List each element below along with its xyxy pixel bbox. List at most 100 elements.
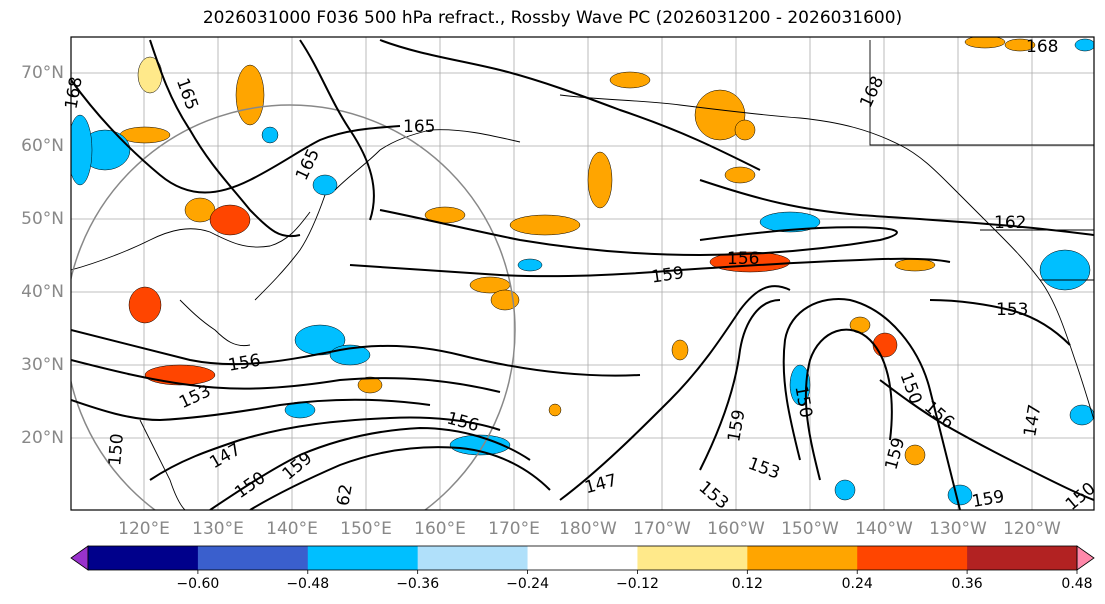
contour-159c: [699, 299, 781, 471]
lat-label-50: 50°N: [21, 209, 64, 229]
contour-147: [149, 416, 501, 481]
colorbar-tick-label: −0.36: [396, 576, 439, 592]
colorbar-bin: [307, 546, 419, 570]
shaded-region: [261, 126, 279, 144]
philippines-coast: [139, 419, 186, 510]
lon-label: 140°E: [266, 519, 318, 539]
contour-165c: [299, 39, 375, 221]
shaded-region: [357, 376, 383, 394]
kamchatka-coast: [334, 129, 521, 191]
shaded-region: [209, 204, 251, 236]
lon-label: 170°E: [488, 519, 540, 539]
lat-label-70: 70°N: [21, 63, 64, 83]
lon-label: 130°E: [192, 519, 244, 539]
contour-168: [379, 39, 761, 171]
shaded-region: [587, 151, 613, 209]
lon-label: 150°W: [781, 519, 839, 539]
contour-150: [71, 398, 431, 422]
shaded-region: [490, 289, 520, 311]
refractivity-contours: [71, 39, 1094, 510]
shaded-region: [904, 444, 926, 466]
lat-label-60: 60°N: [21, 136, 64, 156]
contour-label: 150: [105, 433, 128, 467]
korea-coast: [179, 299, 251, 347]
shaded-region: [759, 211, 821, 233]
contour-label: 162: [994, 213, 1026, 233]
shaded-region: [128, 286, 162, 324]
colorbar-tick-label: 0.12: [732, 576, 763, 592]
colorbar-bin: [197, 546, 309, 570]
colorbar-max-extend: [1076, 545, 1095, 571]
shaded-region: [235, 64, 265, 126]
shaded-region: [734, 119, 756, 141]
shaded-region: [894, 258, 936, 272]
contour-159: [349, 257, 951, 278]
shaded-region: [609, 71, 651, 89]
lon-label: 160°E: [414, 519, 466, 539]
contour-label: 159: [650, 263, 685, 287]
colorbar-tick-label: −0.12: [616, 576, 659, 592]
shaded-region: [1069, 404, 1094, 426]
asia-coast: [71, 211, 311, 271]
shaded-region: [1004, 38, 1036, 52]
shaded-region: [517, 258, 543, 272]
shaded-region: [1074, 38, 1094, 52]
colorbar-tick-label: −0.48: [286, 576, 329, 592]
contour-159a: [379, 209, 898, 257]
shaded-region: [671, 339, 689, 361]
shaded-region: [947, 484, 973, 506]
lat-label-20: 20°N: [21, 428, 64, 448]
analysis-circle: [71, 104, 516, 510]
lon-label: 160°W: [707, 519, 765, 539]
map-frame: [70, 36, 1095, 511]
shaded-region: [71, 114, 93, 186]
shaded-region: [694, 89, 746, 141]
lon-label: 150°E: [340, 519, 392, 539]
contour-label: 62: [333, 483, 356, 508]
colorbar-tick-label: 0.36: [952, 576, 983, 592]
colorbar-bin: [417, 546, 529, 570]
latitude-axis: 70°N 60°N 50°N 40°N 30°N 20°N: [21, 63, 64, 448]
shaded-region: [872, 332, 898, 358]
shaded-region: [312, 174, 338, 196]
lon-label: 170°W: [633, 519, 691, 539]
shaded-region: [964, 37, 1006, 49]
lon-label: 140°W: [855, 519, 913, 539]
colorbar-min-extend: [70, 545, 89, 571]
contour-153b: [804, 328, 893, 481]
contour-label: 156: [727, 249, 759, 269]
map-area: [71, 37, 1094, 510]
shaded-region: [724, 166, 756, 184]
japan-coast: [254, 194, 326, 301]
colorbar-bin: [637, 546, 748, 570]
colorbar-bin: [967, 546, 1078, 570]
lon-label: 120°W: [1003, 519, 1061, 539]
shaded-region: [1039, 249, 1091, 291]
shaded-region: [294, 324, 346, 356]
colorbar-tick-label: −0.24: [506, 576, 549, 592]
colorbar-tick-label: 0.24: [842, 576, 873, 592]
lon-label: 130°W: [929, 519, 987, 539]
lon-label: 180°W: [559, 519, 617, 539]
colorbar-outline: [87, 545, 1078, 571]
contour-165: [71, 79, 401, 194]
lat-label-40: 40°N: [21, 282, 64, 302]
shaded-region: [834, 479, 856, 501]
longitude-axis: 120°E 130°E 140°E 150°E 160°E 170°E 180°W 170°W…: [118, 519, 1061, 539]
contour-156b: [879, 379, 1094, 501]
contour-label: 165: [403, 117, 435, 137]
canada-border: [869, 40, 1094, 146]
contour-150c: [782, 298, 961, 510]
contour-153: [71, 359, 501, 393]
colorbar-tick-label: 0.48: [1061, 576, 1092, 592]
colorbar-bin: [527, 546, 638, 570]
contour-162: [699, 179, 1094, 236]
bering-coast: [559, 94, 901, 146]
colorbar-tick-label: −0.60: [176, 576, 219, 592]
lon-label: 120°E: [118, 519, 170, 539]
contour-156: [71, 329, 641, 377]
shaded-region: [509, 214, 581, 236]
contour-147b: [559, 285, 791, 501]
contour-label: 153: [996, 300, 1028, 320]
